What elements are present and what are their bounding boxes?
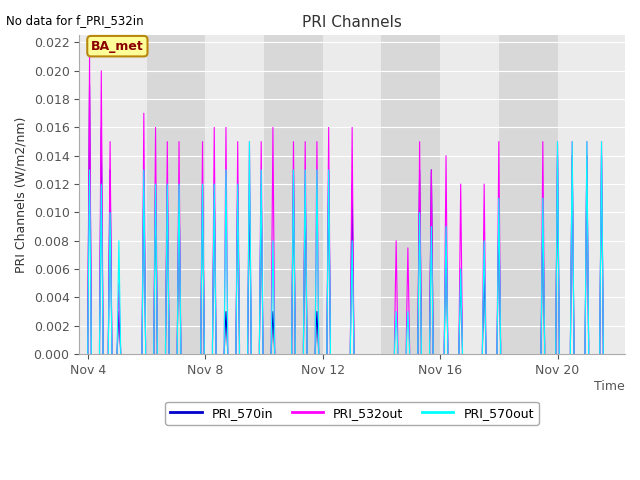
Bar xyxy=(264,36,323,354)
Y-axis label: PRI Channels (W/m2/nm): PRI Channels (W/m2/nm) xyxy=(15,117,28,273)
Text: No data for f_PRI_532in: No data for f_PRI_532in xyxy=(6,14,144,27)
Bar xyxy=(381,36,440,354)
Legend: PRI_570in, PRI_532out, PRI_570out: PRI_570in, PRI_532out, PRI_570out xyxy=(165,402,539,425)
Title: PRI Channels: PRI Channels xyxy=(302,15,402,30)
Bar xyxy=(499,36,557,354)
Bar xyxy=(147,36,205,354)
Text: BA_met: BA_met xyxy=(91,40,144,53)
X-axis label: Time: Time xyxy=(595,380,625,393)
